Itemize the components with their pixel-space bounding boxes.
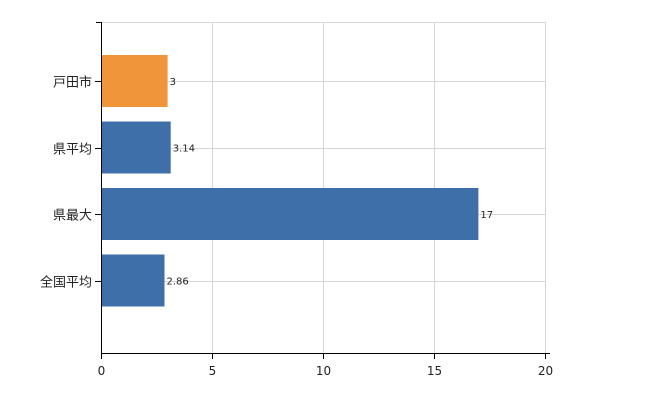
data-label-1: 3.14 (173, 144, 195, 155)
bar-0 (101, 55, 168, 107)
data-label-3: 2.86 (166, 277, 188, 288)
bar-3 (101, 254, 165, 307)
x-tick-label-2: 10 (316, 364, 331, 378)
x-tick-label-3: 15 (427, 364, 442, 378)
x-tick-label-4: 20 (538, 364, 553, 378)
x-tick-label-0: 0 (98, 364, 106, 378)
data-label-0: 3 (170, 77, 176, 88)
category-label-1: 県平均 (53, 143, 92, 158)
data-label-2: 17 (480, 210, 493, 221)
bar-1 (101, 121, 171, 174)
category-label-3: 全国平均 (40, 275, 92, 291)
category-label-0: 戸田市 (53, 75, 92, 91)
bar-layer (101, 55, 479, 307)
bar-2 (101, 188, 479, 240)
category-label-2: 県最大 (53, 209, 92, 224)
grid-layer (101, 22, 546, 353)
axis-layer (95, 22, 550, 359)
x-tick-label-1: 5 (209, 364, 217, 378)
